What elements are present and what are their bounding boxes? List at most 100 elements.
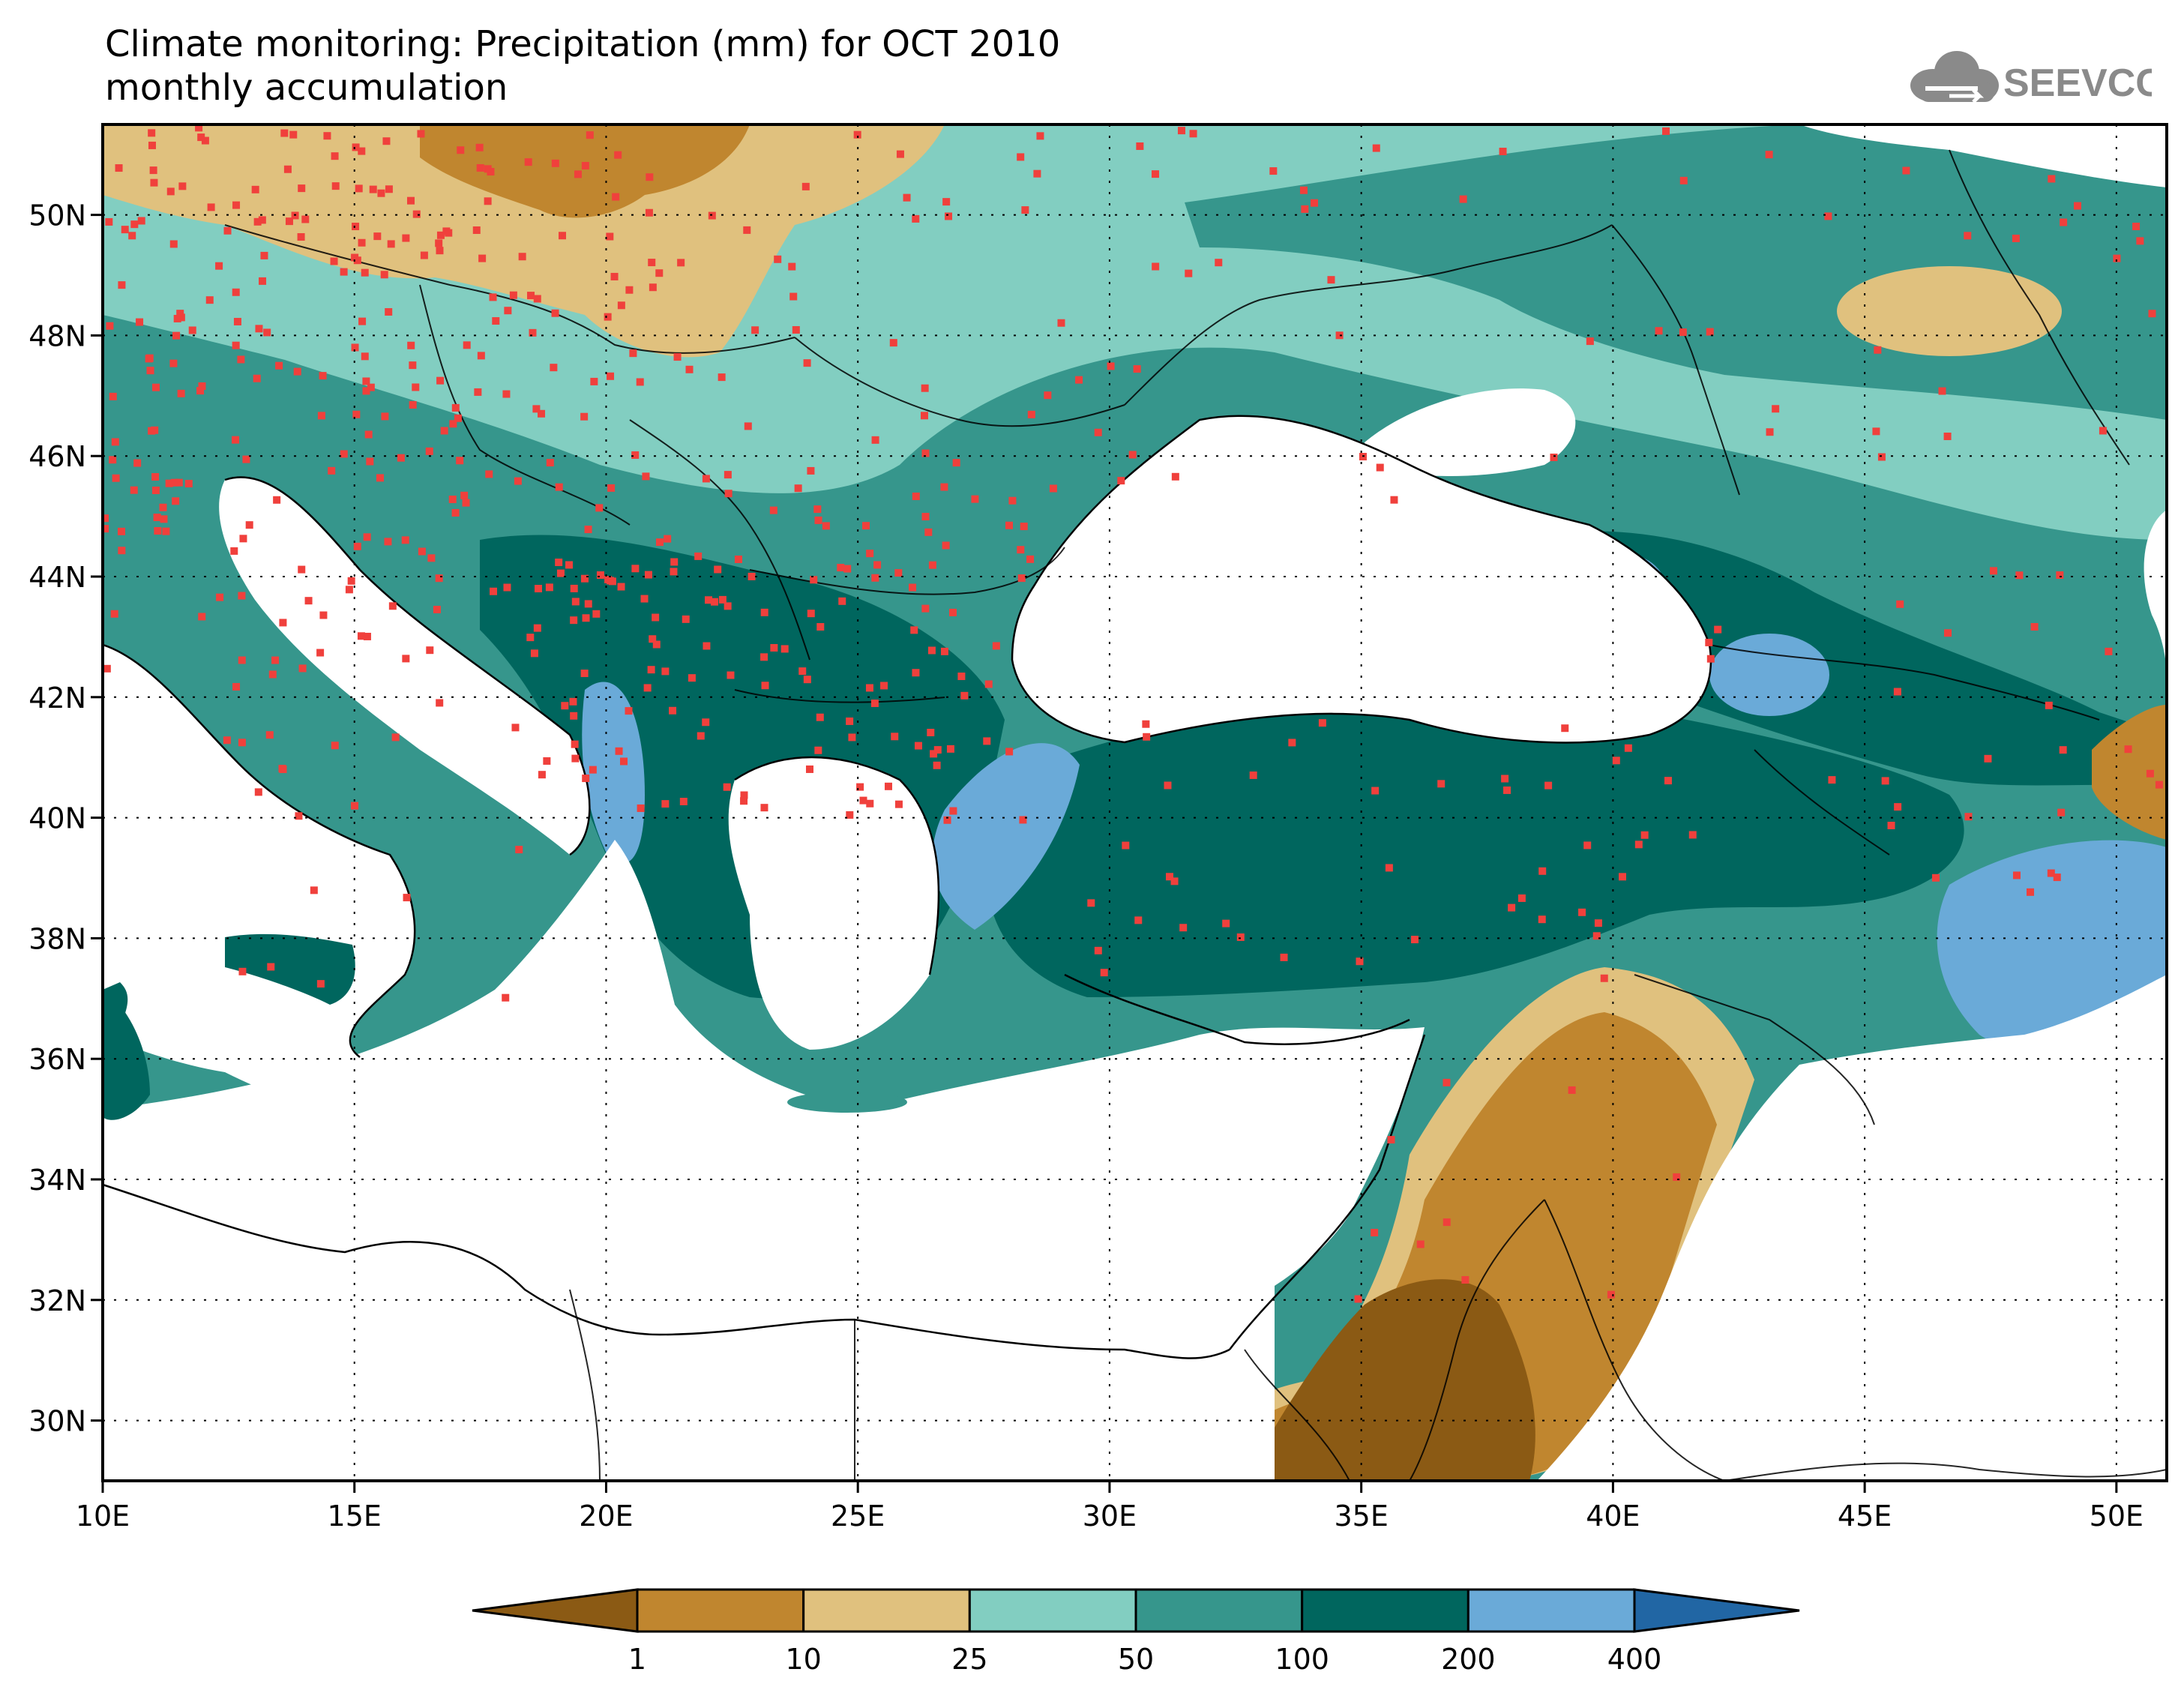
station-point [1021,206,1029,214]
station-point [260,251,268,259]
station-point [896,150,904,158]
station-point [1335,331,1344,340]
station-point [940,647,948,655]
station-point [859,796,867,805]
station-point [258,216,266,224]
station-point [747,572,756,580]
station-point [724,490,732,498]
station-point [2148,310,2156,318]
station-point [1390,496,1398,504]
station-point [760,608,768,616]
station-point [148,427,156,435]
station-point [298,184,306,193]
station-point [813,505,822,514]
station-point [581,161,589,169]
station-point [1027,410,1035,418]
station-point [376,474,384,482]
station-point [352,223,360,231]
station-point [478,254,487,262]
station-point [1964,232,1972,240]
station-point [177,389,185,397]
station-point [643,684,652,692]
station-point [551,159,559,167]
station-point [856,783,864,791]
station-point [361,352,369,361]
station-point [789,292,798,301]
station-point [435,574,443,583]
station-point [751,326,759,334]
station-point [484,197,492,205]
y-tick-label: 32N [28,1284,86,1317]
station-point [884,782,892,790]
station-point [718,373,726,382]
station-point [1640,831,1649,839]
station-point [511,724,520,732]
station-point [891,733,899,741]
station-point [109,392,117,400]
station-point [629,349,637,358]
station-point [569,697,577,706]
station-point [780,645,789,653]
station-point [1136,142,1144,150]
station-point [2015,571,2024,580]
station-point [223,226,232,235]
station-point [474,388,482,396]
station-point [871,574,879,582]
station-point [679,798,688,806]
station-point [407,341,415,349]
station-point [871,436,879,444]
station-point [723,783,731,791]
station-point [942,198,951,206]
station-point [1094,428,1102,436]
station-point [1568,1086,1576,1094]
station-point [843,565,852,573]
station-point [353,542,361,550]
station-point [909,583,917,592]
station-point [387,240,395,248]
colorbar-label: 400 [1607,1643,1662,1676]
station-point [1075,376,1083,384]
y-tick-label: 46N [28,440,86,473]
station-point [649,635,657,643]
station-point [1416,1240,1425,1248]
station-point [304,597,313,605]
station-point [364,430,373,439]
station-point [358,147,366,155]
station-point [694,552,703,560]
station-point [582,775,590,783]
station-point [743,226,751,234]
station-point [673,353,682,361]
station-point [1881,777,1889,785]
station-point [688,674,696,682]
station-point [130,220,139,229]
station-point [265,731,274,739]
station-point [1134,916,1143,924]
station-point [197,133,205,142]
station-point [165,479,173,487]
station-point [403,894,411,902]
station-point [230,547,238,555]
station-point [369,185,377,193]
y-tick-label: 42N [28,682,86,715]
station-point [1499,148,1507,156]
station-point [295,812,303,820]
station-point [1171,472,1179,481]
station-point [1877,453,1886,461]
station-point [607,372,615,380]
station-point [151,472,160,481]
station-point [590,377,598,385]
station-point [319,611,328,619]
station-point [740,791,748,799]
station-point [175,478,183,487]
station-point [1459,195,1467,203]
station-point [2027,888,2035,896]
station-point [215,262,223,270]
station-point [1583,841,1592,849]
y-tick-label: 34N [28,1164,86,1197]
station-point [551,309,559,317]
station-point [734,555,742,563]
station-point [652,613,660,622]
station-point [2059,746,2067,754]
station-point [1117,477,1125,485]
station-point [381,412,389,421]
